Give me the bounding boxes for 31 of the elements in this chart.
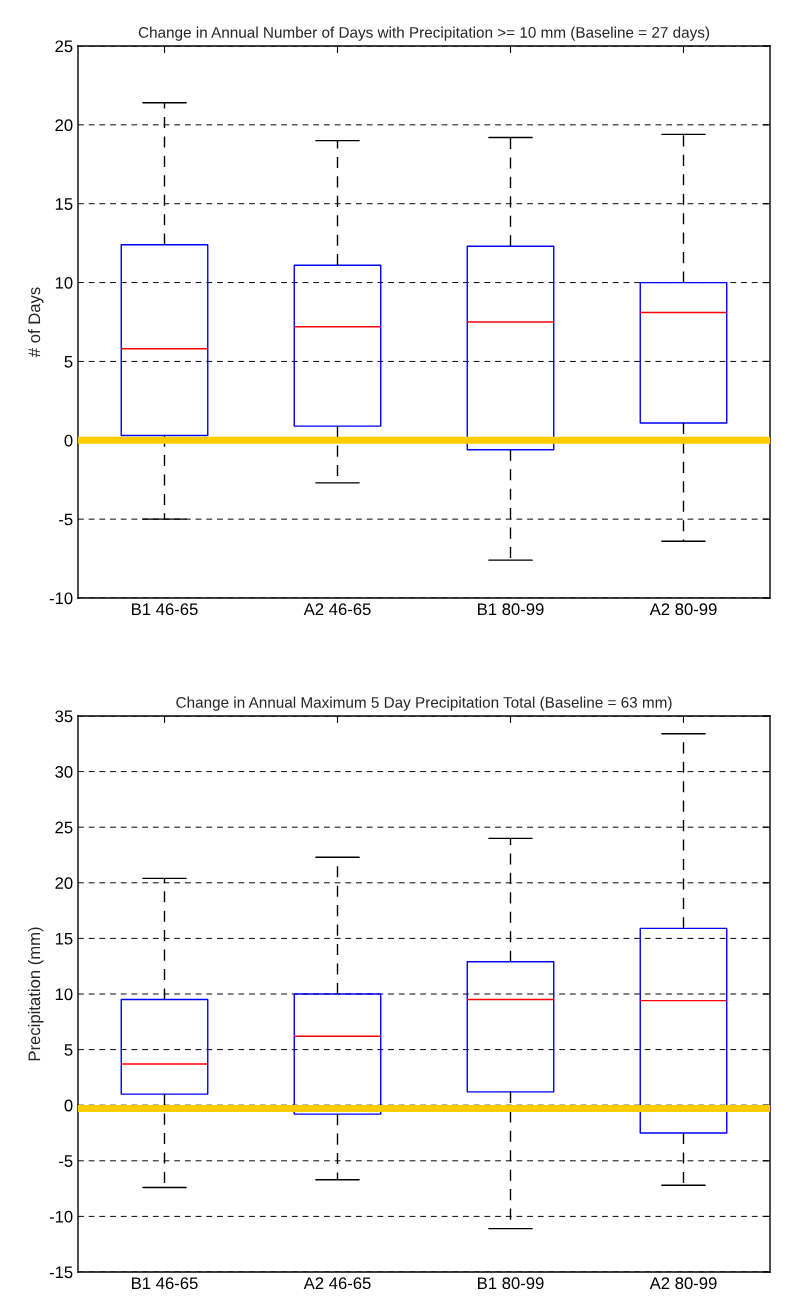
y-tick-label: -10 xyxy=(49,592,73,605)
y-tick-label: 25 xyxy=(55,821,73,834)
y-tick-label: 35 xyxy=(55,710,73,723)
x-tick-label: A2 80-99 xyxy=(649,603,717,616)
y-tick-label: -15 xyxy=(49,1266,73,1279)
y-tick-label: 5 xyxy=(64,356,73,368)
y-tick-label: 20 xyxy=(55,877,73,889)
y-axis-title: # of Days xyxy=(27,287,44,358)
y-tick-label: 15 xyxy=(55,198,73,210)
y-tick-label: 0 xyxy=(64,434,73,447)
y-tick-label: -10 xyxy=(49,1210,73,1223)
y-tick-label: -5 xyxy=(59,513,73,526)
y-tick-label: 20 xyxy=(55,119,73,132)
x-tick-label: A2 46-65 xyxy=(303,1277,371,1290)
x-tick-label: B1 80-99 xyxy=(478,1277,544,1290)
chart-title: Change in Annual Maximum 5 Day Precipitation Total (Baseline = 63 mm) xyxy=(176,696,672,711)
y-axis-title: Precipitation (mm) xyxy=(27,927,44,1061)
x-tick-label: B1 46-65 xyxy=(132,603,198,616)
y-tick-label: 30 xyxy=(55,766,73,778)
x-tick-label: B1 80-99 xyxy=(478,603,544,616)
x-tick-label: B1 46-65 xyxy=(132,1277,198,1290)
chart-title: Change in Annual Number of Days with Precipitation >= 10 mm (Baseline = 27 days) xyxy=(138,26,710,41)
y-tick-label: 25 xyxy=(55,40,73,53)
y-tick-label: 10 xyxy=(55,988,73,1001)
y-tick-label: 10 xyxy=(55,276,73,289)
x-tick-label: A2 46-65 xyxy=(303,603,371,616)
y-tick-label: 15 xyxy=(55,932,73,945)
y-tick-label: -5 xyxy=(59,1155,73,1167)
y-tick-label: 5 xyxy=(64,1044,73,1056)
y-tick-label: 0 xyxy=(64,1099,73,1112)
x-tick-label: A2 80-99 xyxy=(649,1277,717,1290)
